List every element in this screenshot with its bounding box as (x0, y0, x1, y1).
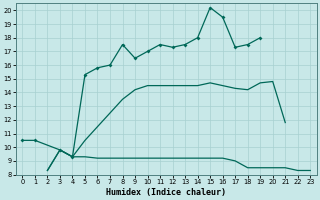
X-axis label: Humidex (Indice chaleur): Humidex (Indice chaleur) (106, 188, 226, 197)
